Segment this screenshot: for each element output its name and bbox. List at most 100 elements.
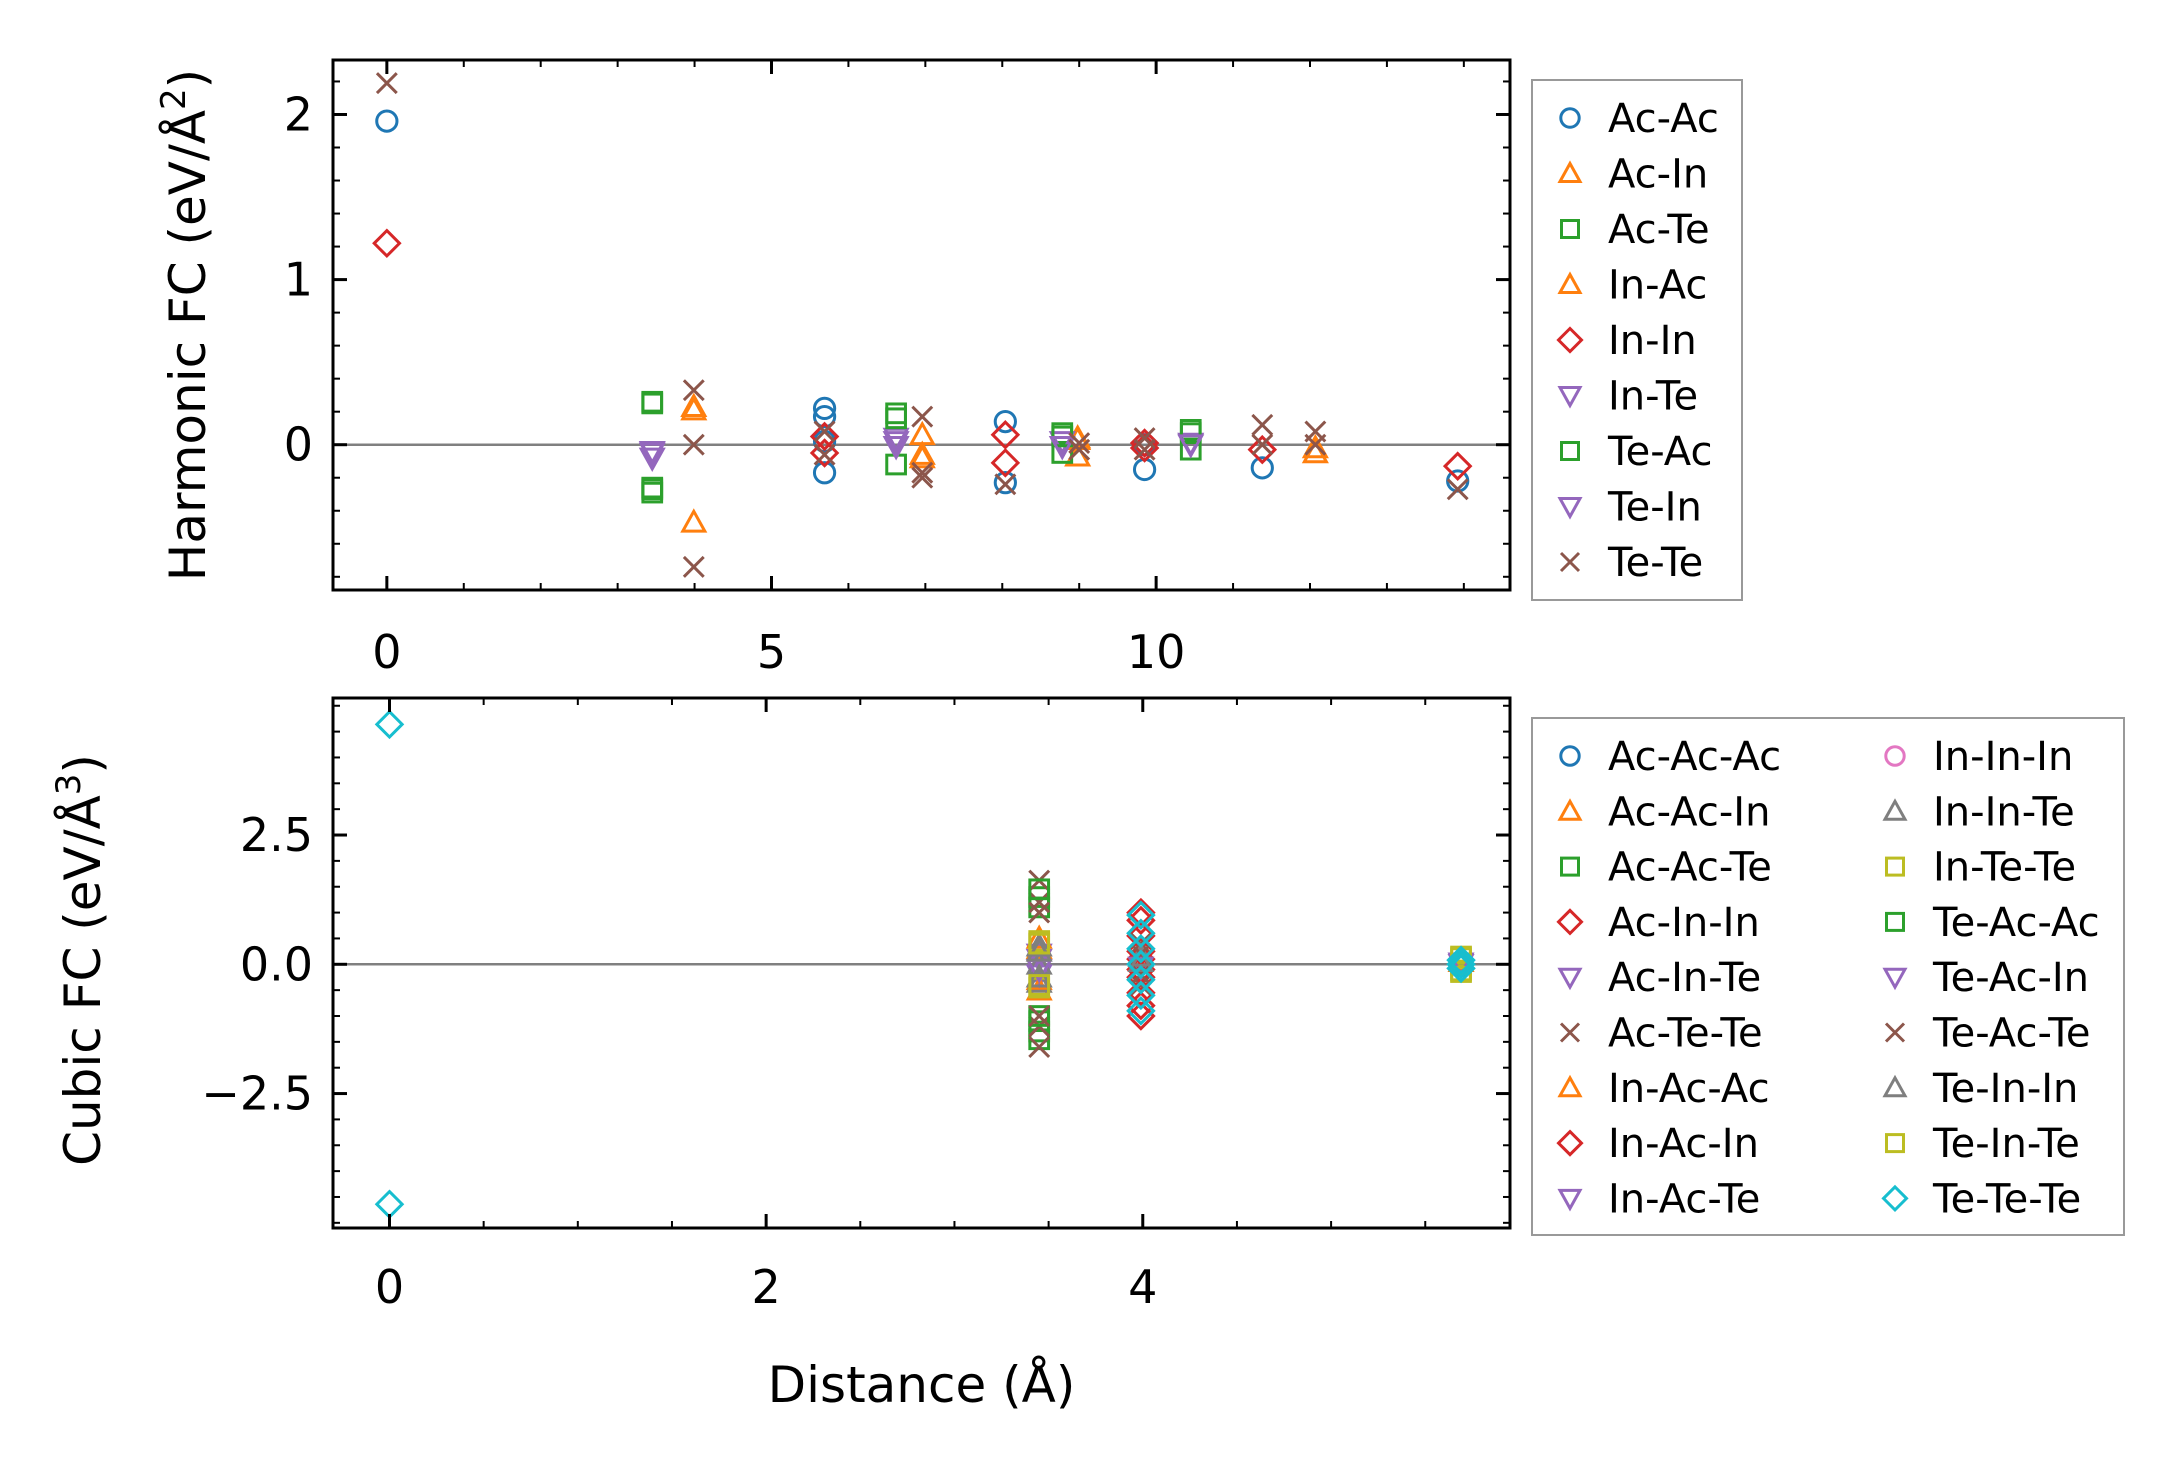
data-point-ac-ac-1 <box>812 396 837 421</box>
data-point-in-in-1 <box>809 421 840 452</box>
data-point-in-te-2 <box>882 427 910 453</box>
legend-marker-te-ac-ac <box>1885 911 1905 932</box>
data-point-ac-ac-6 <box>993 471 1017 495</box>
legend-marker-ac-te <box>1560 219 1580 239</box>
legend-marker-ac-ac-te <box>1560 856 1580 877</box>
legend-marker-in-ac-in <box>1556 1129 1584 1157</box>
legend-label-ac-in-te: Ac-In-Te <box>1608 955 1761 1001</box>
legend-label-te-in-in: Te-In-In <box>1932 1066 2078 1112</box>
data-point-te-in-in-2 <box>1127 947 1155 973</box>
legend-marker-te-ac <box>1560 441 1580 461</box>
y-tick-label: −2.5 <box>201 1067 313 1121</box>
data-point-ac-ac-3 <box>812 461 837 485</box>
data-point-te-te-te-1 <box>374 1189 405 1219</box>
data-point-te-te-te-8 <box>1126 996 1156 1026</box>
data-point-te-te-te-2 <box>1126 900 1156 930</box>
data-point-in-in-2 <box>809 438 840 468</box>
legend-label-te-ac: Te-Ac <box>1607 429 1712 475</box>
x-axis-label: Distance (Å) <box>768 1356 1076 1414</box>
data-point-in-ac-3 <box>1301 433 1329 459</box>
data-markers <box>372 72 1473 578</box>
legend-marker-ac-ac-in <box>1557 798 1583 821</box>
data-point-ac-ac-2 <box>812 405 837 429</box>
data-point-te-te-te-3 <box>1126 918 1156 949</box>
data-point-te-ac-4 <box>1179 422 1202 444</box>
data-point-te-te-8 <box>911 466 934 489</box>
data-point-te-te-te-6 <box>1126 965 1156 995</box>
legend-label-in-in: In-In <box>1608 318 1697 364</box>
data-point-te-in-in-0 <box>1025 937 1053 962</box>
data-point-te-ac-ac-1 <box>1028 1005 1051 1027</box>
x-tick-label: 0 <box>375 1260 404 1314</box>
data-point-te-ac-te-0 <box>1028 901 1051 924</box>
data-point-te-te-2 <box>682 433 705 456</box>
data-point-te-ac-0 <box>641 392 664 415</box>
data-point-ac-te-6 <box>1051 442 1074 464</box>
y-tick-label: 0.0 <box>240 937 313 991</box>
x-tick-label: 5 <box>757 625 786 679</box>
data-point-ac-ac-5 <box>993 409 1017 434</box>
legend-label-in-in-in: In-In-In <box>1933 734 2073 780</box>
data-point-te-te-te-9 <box>1446 945 1476 975</box>
legend-marker-in-in-in <box>1884 745 1906 767</box>
legend-marker-te-ac-in <box>1882 967 1908 991</box>
data-point-in-ac-ac-0 <box>1025 924 1053 949</box>
legend-label-in-ac-te: In-Ac-Te <box>1608 1176 1760 1222</box>
data-point-te-in-3 <box>1177 434 1205 459</box>
legend-marker-in-te-te <box>1885 856 1905 877</box>
legend-marker-te-in <box>1557 497 1583 520</box>
legend-label-te-te: Te-Te <box>1607 540 1703 586</box>
data-point-te-te-te-4 <box>1126 934 1156 964</box>
data-point-te-te-17 <box>1304 433 1327 456</box>
legend-label-te-te-te: Te-Te-Te <box>1932 1176 2081 1222</box>
y-axis-label-main: Cubic FC (eV/Å <box>54 795 112 1166</box>
legend-label-ac-ac-ac: Ac-Ac-Ac <box>1608 734 1781 780</box>
data-point-in-in-5 <box>1129 428 1160 458</box>
legend-label-ac-in-in: Ac-In-In <box>1608 900 1760 946</box>
data-point-te-in-2 <box>1048 436 1076 461</box>
legend-label-in-te: In-Te <box>1608 374 1698 420</box>
data-point-te-te-te-7 <box>1126 980 1156 1011</box>
data-point-te-te-4 <box>813 420 836 443</box>
y-axis-label-sup: 3 <box>49 774 89 796</box>
plot-frame <box>331 696 1512 1230</box>
data-point-te-te-te-11 <box>1446 953 1476 984</box>
y-tick-label: 1 <box>284 253 313 307</box>
legend-marker-in-ac-te <box>1557 1188 1583 1212</box>
y-axis-label: Harmonic FC (eV/Å2) <box>154 69 217 581</box>
y-tick-label: 0 <box>284 418 313 472</box>
legend-marker-ac-in-te <box>1557 967 1583 991</box>
legend-label-in-ac-ac: In-Ac-Ac <box>1608 1066 1770 1112</box>
data-point-ac-te-te-3 <box>1028 1036 1051 1058</box>
legend-label-ac-te-te: Ac-Te-Te <box>1608 1011 1763 1057</box>
legend-marker-ac-in-in <box>1556 908 1584 936</box>
legend-label-ac-in: Ac-In <box>1608 152 1708 198</box>
data-point-ac-te-te-1 <box>1028 891 1051 914</box>
data-point-ac-ac-0 <box>375 109 399 133</box>
chart-panel-2: 0 2 4 −2.5 0.0 2.5 Cubic FC (eV/Å3) Distance (Å… <box>49 696 2125 1414</box>
legend: Ac-Ac Ac-In Ac-Te In-Ac In-In In-Te Te-Ac Te-In… <box>1531 79 1743 601</box>
data-point-in-in-6 <box>1129 433 1160 463</box>
data-point-te-in-1 <box>882 431 910 456</box>
data-point-ac-in-1 <box>680 508 708 533</box>
data-point-in-in-7 <box>1247 434 1278 465</box>
legend-label-te-ac-te: Te-Ac-Te <box>1932 1011 2090 1057</box>
data-point-in-in-4 <box>990 448 1021 478</box>
data-point-te-te-6 <box>911 405 934 428</box>
y-tick-label: 2.5 <box>240 808 313 862</box>
data-point-in-te-3 <box>882 436 910 461</box>
legend-marker-in-in-te <box>1882 798 1908 821</box>
y-axis-label-end: ) <box>54 754 112 774</box>
y-axis-label-main: Harmonic FC (eV/Å <box>159 110 217 581</box>
data-point-ac-te-3 <box>885 402 907 425</box>
legend-marker-ac-in <box>1557 160 1583 183</box>
data-point-te-te-te-10 <box>1446 949 1476 980</box>
data-point-te-ac-2 <box>885 407 907 430</box>
legend-marker-in-in <box>1556 326 1584 354</box>
legend-label-te-in-te: Te-In-Te <box>1932 1121 2080 1167</box>
legend-box <box>1531 717 2125 1236</box>
legend-label-ac-te: Ac-Te <box>1608 207 1710 253</box>
data-point-te-te-7 <box>911 461 934 484</box>
data-point-te-te-te-0 <box>374 709 405 740</box>
